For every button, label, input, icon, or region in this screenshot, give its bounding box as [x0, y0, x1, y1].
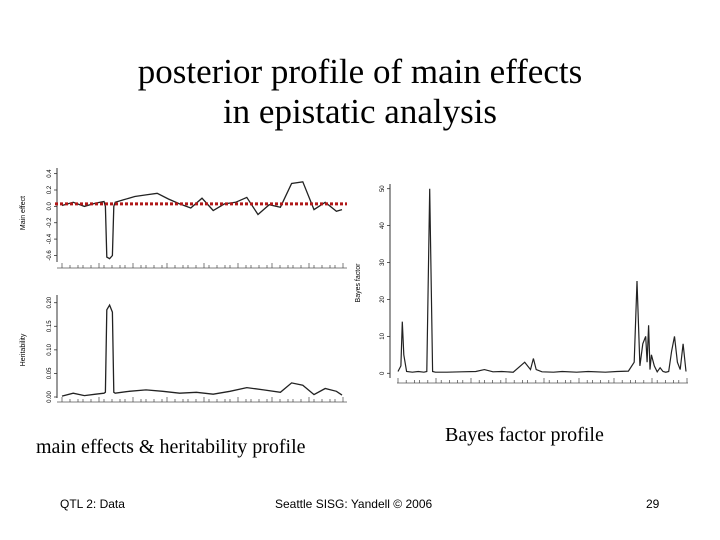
main-effect-yticks: -0.6 -0.4 -0.2 0.0 0.2 0.4 [47, 169, 57, 261]
main-effect-ytick-label: -0.2 [47, 217, 53, 228]
bayes-factor-ytick-label: 40 [380, 222, 386, 229]
heritability-ytick-label: 0.20 [47, 296, 53, 308]
main-effect-ytick-label: 0.2 [47, 185, 53, 194]
bayes-factor-ytick-label: 50 [380, 185, 386, 192]
caption-main-effects: main effects & heritability profile [36, 436, 306, 458]
heritability-trace [61, 303, 343, 397]
bayes-factor-marker-ticks [397, 378, 688, 383]
title-line-2: in epistatic analysis [222, 92, 498, 131]
bayes-factor-yticks: 0 10 20 30 40 50 [380, 185, 390, 375]
main-effect-panel: Main effect -0.6 -0.4 -0.2 0.0 0.2 0.4 [20, 168, 347, 269]
bayes-factor-ytick-label: 30 [380, 259, 386, 266]
main-effect-trace [61, 181, 343, 260]
bayes-factor-panel: Bayes factor 0 10 20 30 40 50 [355, 184, 688, 384]
heritability-ytick-label: 0.05 [47, 367, 53, 379]
slide-title: posterior profile of main effects in epi… [0, 52, 720, 132]
heritability-ytick-label: 0.15 [47, 320, 53, 332]
heritability-yticks: 0.00 0.05 0.10 0.15 0.20 [47, 296, 57, 403]
heritability-ytick-label: 0.10 [47, 343, 53, 355]
bayes-factor-ylabel: Bayes factor [355, 263, 362, 303]
footer-author: Seattle SISG: Yandell © 2006 [275, 497, 433, 511]
heritability-marker-ticks [61, 397, 344, 402]
main-effect-ytick-label: -0.4 [47, 233, 53, 244]
main-effect-ytick-label: 0.4 [47, 169, 53, 178]
heritability-ylabel: Heritability [20, 333, 27, 366]
bayes-factor-ytick-label: 0 [380, 371, 386, 375]
main-effect-marker-ticks [61, 263, 344, 268]
title-line-1: posterior profile of main effects [137, 52, 583, 91]
bayes-factor-ytick-label: 10 [380, 332, 386, 339]
heritability-ytick-label: 0.00 [47, 391, 53, 403]
main-effect-ytick-label: -0.6 [47, 250, 53, 261]
bayes-factor-trace [397, 188, 687, 373]
main-effect-ytick-label: 0.0 [47, 202, 53, 211]
caption-bayes-factor: Bayes factor profile [445, 424, 604, 446]
heritability-panel: Heritability 0.00 0.05 0.10 0.15 0.20 [20, 295, 347, 403]
bayes-factor-ytick-label: 20 [380, 295, 386, 302]
footer-course: QTL 2: Data [60, 497, 125, 511]
page-number: 29 [646, 497, 660, 511]
main-effect-ylabel: Main effect [20, 196, 27, 230]
